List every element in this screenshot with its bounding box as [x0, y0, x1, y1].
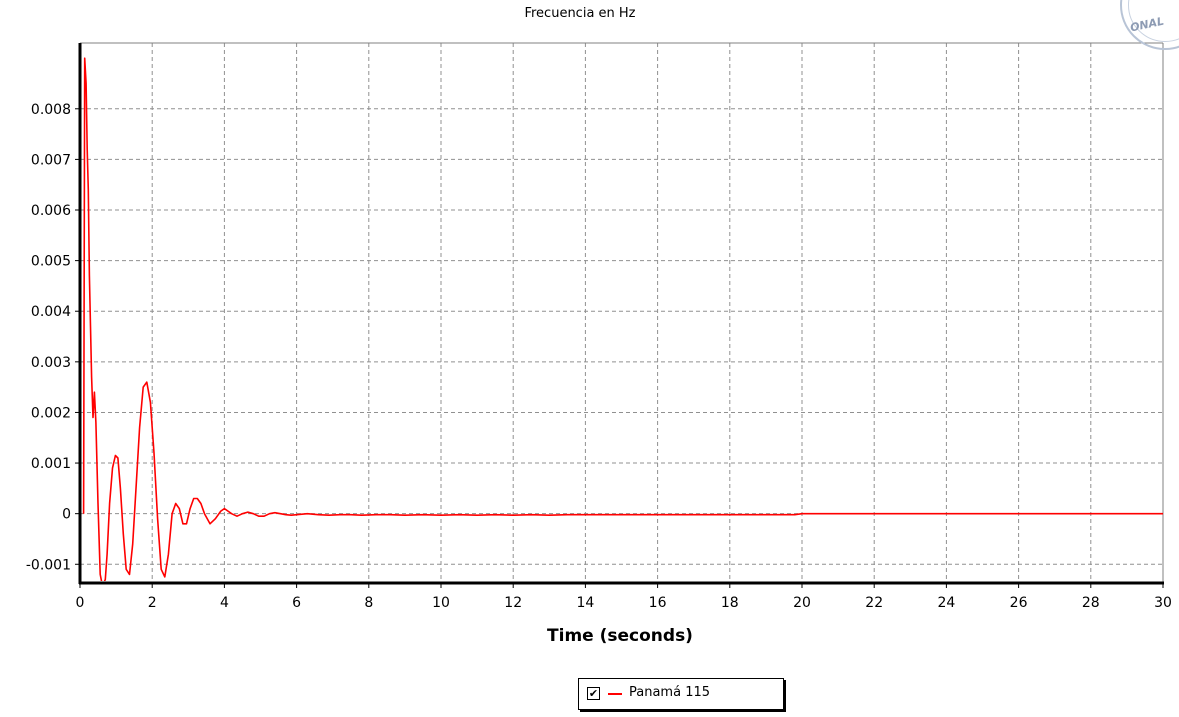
- x-tick-label: 28: [1082, 595, 1100, 611]
- x-axis-label: Time (seconds): [547, 626, 693, 646]
- chart-title: Frecuencia en Hz: [524, 6, 636, 21]
- x-tick-label: 16: [649, 595, 667, 611]
- x-tick-label: 4: [220, 595, 229, 611]
- grid: [80, 43, 1163, 583]
- y-tick-label: 0.006: [31, 203, 71, 219]
- x-tick-label: 8: [364, 595, 373, 611]
- x-tick-label: 24: [937, 595, 955, 611]
- legend-series-label: Panamá 115: [629, 685, 711, 700]
- series-line-panama-115: [82, 57, 1163, 581]
- x-tick-label: 2: [148, 595, 157, 611]
- y-tick-label: -0.001: [26, 557, 71, 573]
- legend: ✔ Panamá 115: [578, 678, 784, 710]
- legend-series-checkbox[interactable]: ✔: [587, 687, 600, 700]
- x-tick-label: 12: [504, 595, 522, 611]
- axes: [75, 42, 1164, 588]
- x-tick-label: 30: [1154, 595, 1172, 611]
- x-tick-label: 10: [432, 595, 450, 611]
- y-tick-label: 0.008: [31, 102, 71, 118]
- x-tick-label: 20: [793, 595, 811, 611]
- x-tick-label: 0: [76, 595, 85, 611]
- x-tick-label: 22: [865, 595, 883, 611]
- y-tick-label: 0: [62, 507, 71, 523]
- series-layer: [82, 57, 1163, 581]
- y-tick-label: 0.005: [31, 254, 71, 270]
- y-tick-label: 0.004: [31, 304, 71, 320]
- x-tick-label: 26: [1010, 595, 1028, 611]
- x-tick-label: 6: [292, 595, 301, 611]
- x-tick-label: 14: [576, 595, 594, 611]
- y-tick-label: 0.003: [31, 355, 71, 371]
- y-tick-label: 0.002: [31, 405, 71, 421]
- watermark-seal-text: ONAL: [1129, 14, 1166, 35]
- y-tick-label: 0.001: [31, 456, 71, 472]
- tick-labels: 0 2 4 6 8 10 12 14 16 18 20 22 24 26 28 30-0.00100.0010…: [26, 102, 1172, 611]
- legend-series-swatch: [608, 693, 622, 695]
- x-tick-label: 18: [721, 595, 739, 611]
- y-tick-label: 0.007: [31, 152, 71, 168]
